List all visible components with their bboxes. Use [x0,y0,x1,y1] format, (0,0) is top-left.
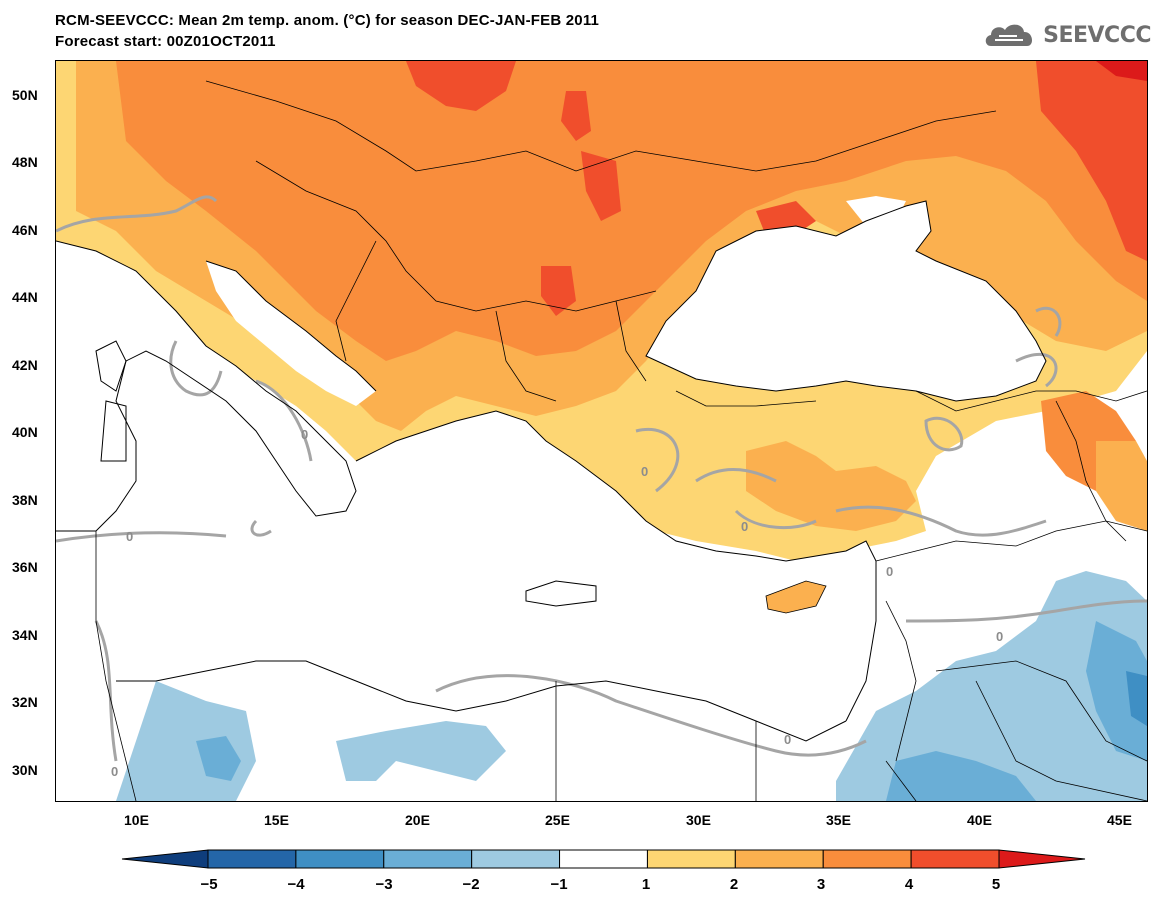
anomaly-region-m1-m2-libya [336,721,506,781]
anomaly-region-4-5-east [1036,61,1147,261]
cyprus [765,580,827,614]
lon-label: 25E [545,812,570,828]
anomaly-region-4-5-north [406,61,516,111]
lon-label: 35E [826,812,851,828]
contour-label: 0 [996,629,1003,644]
contour-label: 0 [126,529,133,544]
anomaly-region-m2-m3-south [886,751,1036,801]
black-sea [646,201,1046,401]
zero-contours [56,195,1147,762]
colorbar-tick-label: 5 [991,876,1001,893]
colorbar-bin [471,849,561,869]
anomaly-region-4-5-romania [541,266,576,316]
lat-label: 38N [12,492,38,508]
map-frame: 0 0 0 0 0 0 0 0 [55,60,1148,802]
sea-of-azov [846,196,906,226]
colorbar-bin [383,849,473,869]
colorbar-tick-label: −3 [375,876,393,893]
colorbar-bin [207,849,297,869]
colorbar-bin [295,849,385,869]
lat-label: 36N [12,559,38,575]
lat-label: 30N [12,762,38,778]
anomaly-region-m3-m4 [1126,671,1147,726]
tyrrhenian-sea [116,321,306,531]
lat-label: 32N [12,694,38,710]
aegean-ionian-sea [96,411,876,741]
anomaly-region-3-4 [116,61,1147,361]
logo-text: SEEVCCC [1043,22,1151,48]
colorbar-tick-label: 4 [904,876,914,893]
colorbar-tick-label: 2 [729,876,739,893]
lon-label: 15E [264,812,289,828]
contour-label: 0 [301,427,308,442]
anomaly-region-2-3-iran [1096,441,1147,531]
colorbar-tick-label: −4 [287,876,305,893]
lon-label: 30E [686,812,711,828]
adriatic-sea [206,261,376,406]
colorbar-tick-label: 3 [816,876,826,893]
lon-label: 10E [124,812,149,828]
contour-label: 0 [641,464,648,479]
anomaly-map: 0 0 0 0 0 0 0 0 [56,61,1147,801]
colorbar-tick-label: 1 [641,876,651,893]
forecast-start: Forecast start: 00Z01OCT2011 [55,33,276,50]
anomaly-region-m2-m3-arabia [1086,621,1147,761]
anomaly-region-4-5-ukraine [561,91,591,141]
coastlines [56,200,1047,742]
lat-label: 40N [12,424,38,440]
contour-label: 0 [886,564,893,579]
lon-label: 40E [967,812,992,828]
chart-title: RCM-SEEVCCC: Mean 2m temp. anom. (°C) fo… [55,12,600,29]
colorbar-tick-label: −5 [200,876,218,893]
anomaly-region-gt5 [1096,61,1147,81]
colorbar-bin [121,849,209,869]
colorbar-bin [646,849,736,869]
lat-label: 48N [12,154,38,170]
anomaly-region-m2-m3-africa [196,736,241,781]
lat-label: 42N [12,357,38,373]
lat-label: 50N [12,87,38,103]
cloud-icon [985,24,1033,46]
colorbar-tick-label: −1 [550,876,568,893]
colorbar-bin [998,849,1086,869]
colorbar-bin [822,849,912,869]
anomaly-region-m1-m2-east [836,571,1147,801]
seevccc-logo: SEEVCCC [983,20,1151,50]
contour-label: 0 [111,764,118,779]
contour-label: 0 [741,519,748,534]
colorbar-bin [559,849,648,869]
country-borders [95,80,1147,801]
lon-label: 20E [405,812,430,828]
contour-label: 0 [784,732,791,747]
lon-label: 45E [1107,812,1132,828]
colorbar-bin [910,849,1000,869]
lat-label: 46N [12,222,38,238]
colorbar-tick-label: −2 [462,876,480,893]
anomaly-region-4-5-carpathian [581,151,621,221]
colorbar-bin [734,849,824,869]
lat-label: 44N [12,289,38,305]
lat-label: 34N [12,627,38,643]
